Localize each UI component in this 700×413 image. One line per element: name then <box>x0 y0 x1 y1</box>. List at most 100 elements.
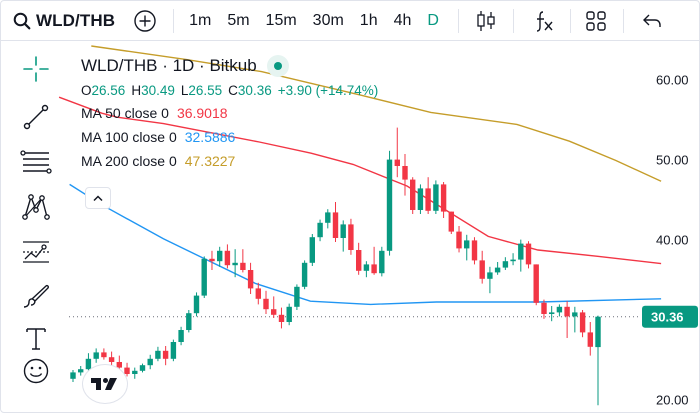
fib-retracement-tool[interactable] <box>19 145 53 179</box>
timeframe-group: 1m 5m 15m 30m 1h 4h D <box>181 1 447 41</box>
trend-line-tool[interactable] <box>19 100 53 134</box>
toolbar-divider <box>457 8 459 33</box>
candle-body <box>494 267 501 273</box>
candle-body <box>132 370 138 374</box>
trend-line-icon <box>23 104 49 130</box>
crosshair-tool[interactable] <box>19 52 53 86</box>
candle-body <box>147 358 153 366</box>
candle-body <box>247 270 254 289</box>
ma200-value: 47.3227 <box>184 152 236 169</box>
timeframe-30m[interactable]: 30m <box>312 11 344 29</box>
candle-body <box>286 306 292 322</box>
candle-body <box>510 259 516 262</box>
tradingview-logo[interactable] <box>83 365 127 403</box>
last-price-label: 30.36 <box>651 310 684 325</box>
candle-body <box>549 312 555 314</box>
candle-body <box>224 250 231 266</box>
candle-body <box>417 188 424 210</box>
candle-body <box>155 350 161 359</box>
brush-tool[interactable] <box>19 279 53 313</box>
symbol-name: WLD/THB <box>36 10 116 30</box>
ohlc-values: O 26.56 H 30.49 L 26.55 C 30.36 +3.90 (+14.7… <box>81 80 378 100</box>
candle-body <box>301 262 308 287</box>
candle-body <box>186 313 192 330</box>
candle-body <box>572 312 578 317</box>
timeframe-1m[interactable]: 1m <box>189 11 212 29</box>
candle-body <box>108 357 115 362</box>
ma50-legend[interactable]: MA 50 close 0 36.9018 <box>81 101 378 124</box>
candle-body <box>525 243 532 265</box>
timeframe-5m[interactable]: 5m <box>227 11 250 29</box>
toolbar-divider <box>569 8 571 33</box>
brush-icon <box>23 284 49 308</box>
search-icon <box>13 12 31 29</box>
toolbar-divider <box>173 8 175 33</box>
text-icon <box>26 328 46 350</box>
text-tool[interactable] <box>19 322 53 356</box>
chart-type-button[interactable] <box>471 1 501 41</box>
low-value: 26.55 <box>188 82 223 98</box>
candle-body <box>70 372 76 379</box>
candle-body <box>232 262 238 266</box>
emoji-tool[interactable] <box>19 354 53 388</box>
timeframe-d[interactable]: D <box>427 11 439 29</box>
chevron-up-icon <box>93 195 103 202</box>
pattern-tool[interactable] <box>19 190 53 224</box>
candle-body <box>201 258 207 296</box>
candle-body <box>425 188 431 211</box>
market-open-dot <box>273 62 282 70</box>
candles-icon <box>477 10 495 31</box>
ma200-legend[interactable]: MA 200 close 0 47.3227 <box>81 149 378 172</box>
y-axis-tick-label: 50.00 <box>656 153 689 168</box>
candle-body <box>410 179 416 210</box>
candle-body <box>394 159 400 166</box>
prediction-tool[interactable] <box>19 235 53 269</box>
candle-body <box>240 262 246 270</box>
ma200-line <box>91 45 662 182</box>
add-symbol-icon <box>134 9 156 32</box>
candle-body <box>595 316 601 348</box>
candle-body <box>178 330 184 342</box>
symbol-search-button[interactable]: WLD/THB <box>1 1 125 41</box>
candle-body <box>363 264 370 271</box>
ma50-value: 36.9018 <box>176 104 228 121</box>
candle-body <box>101 352 107 358</box>
indicators-icon <box>536 10 553 32</box>
candle-body <box>217 250 223 262</box>
candle-body <box>85 358 92 370</box>
y-axis-tick-label: 20.00 <box>656 393 689 408</box>
y-axis-tick-label: 40.00 <box>656 233 689 248</box>
candle-body <box>278 314 285 322</box>
chart-legend: WLD/THB · 1D · Bitkub O 26.56 H 30.49 L 26.… <box>81 55 378 172</box>
undo-button[interactable] <box>640 1 664 41</box>
prediction-icon <box>23 241 49 263</box>
candle-body <box>502 261 509 268</box>
market-status-indicator[interactable] <box>266 55 289 77</box>
crosshair-icon <box>23 56 49 82</box>
timeframe-4h[interactable]: 4h <box>393 11 412 29</box>
timeframe-1h[interactable]: 1h <box>359 11 378 29</box>
layout-button[interactable] <box>583 1 609 41</box>
candle-body <box>533 264 539 303</box>
timeframe-15m[interactable]: 15m <box>265 11 297 29</box>
indicators-button[interactable] <box>532 1 558 41</box>
candle-body <box>518 243 524 260</box>
candle-body <box>263 298 269 310</box>
high-label: H <box>131 82 142 98</box>
compare-symbol-button[interactable] <box>125 1 165 41</box>
drawing-toolbar <box>1 42 71 412</box>
undo-icon <box>642 14 661 27</box>
candle-body <box>116 362 122 368</box>
change-value: +3.90 (+14.74%) <box>277 82 379 98</box>
candle-body <box>294 286 300 307</box>
candle-body <box>93 352 99 359</box>
candle-body <box>317 222 323 238</box>
toolbar-divider <box>622 8 624 33</box>
open-value: 26.56 <box>91 82 126 98</box>
candle-body <box>209 258 215 262</box>
ma100-legend[interactable]: MA 100 close 0 32.5886 <box>81 125 378 148</box>
collapse-legend-button[interactable] <box>85 187 111 209</box>
candle-body <box>448 211 454 232</box>
candle-body <box>433 184 439 211</box>
